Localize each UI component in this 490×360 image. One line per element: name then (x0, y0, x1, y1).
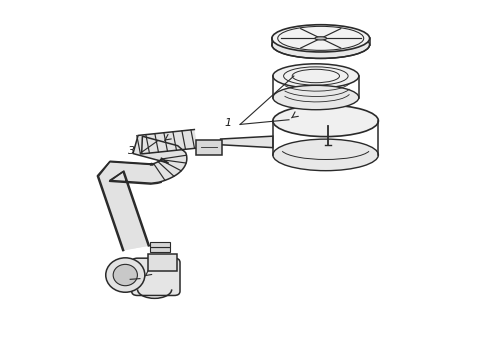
FancyBboxPatch shape (196, 140, 221, 155)
Ellipse shape (315, 37, 327, 40)
Ellipse shape (106, 258, 145, 292)
Text: 3: 3 (128, 146, 135, 156)
Ellipse shape (113, 264, 137, 286)
FancyBboxPatch shape (132, 258, 180, 296)
Text: 1: 1 (224, 118, 231, 128)
Ellipse shape (273, 139, 378, 171)
FancyBboxPatch shape (148, 253, 176, 271)
Ellipse shape (273, 85, 359, 110)
FancyBboxPatch shape (150, 247, 170, 252)
Ellipse shape (272, 25, 369, 52)
Polygon shape (98, 161, 161, 251)
Text: 2: 2 (119, 277, 126, 287)
FancyBboxPatch shape (150, 242, 170, 247)
Ellipse shape (273, 105, 378, 136)
Ellipse shape (272, 31, 369, 58)
Ellipse shape (273, 64, 359, 88)
Polygon shape (220, 136, 273, 148)
Polygon shape (98, 130, 198, 251)
